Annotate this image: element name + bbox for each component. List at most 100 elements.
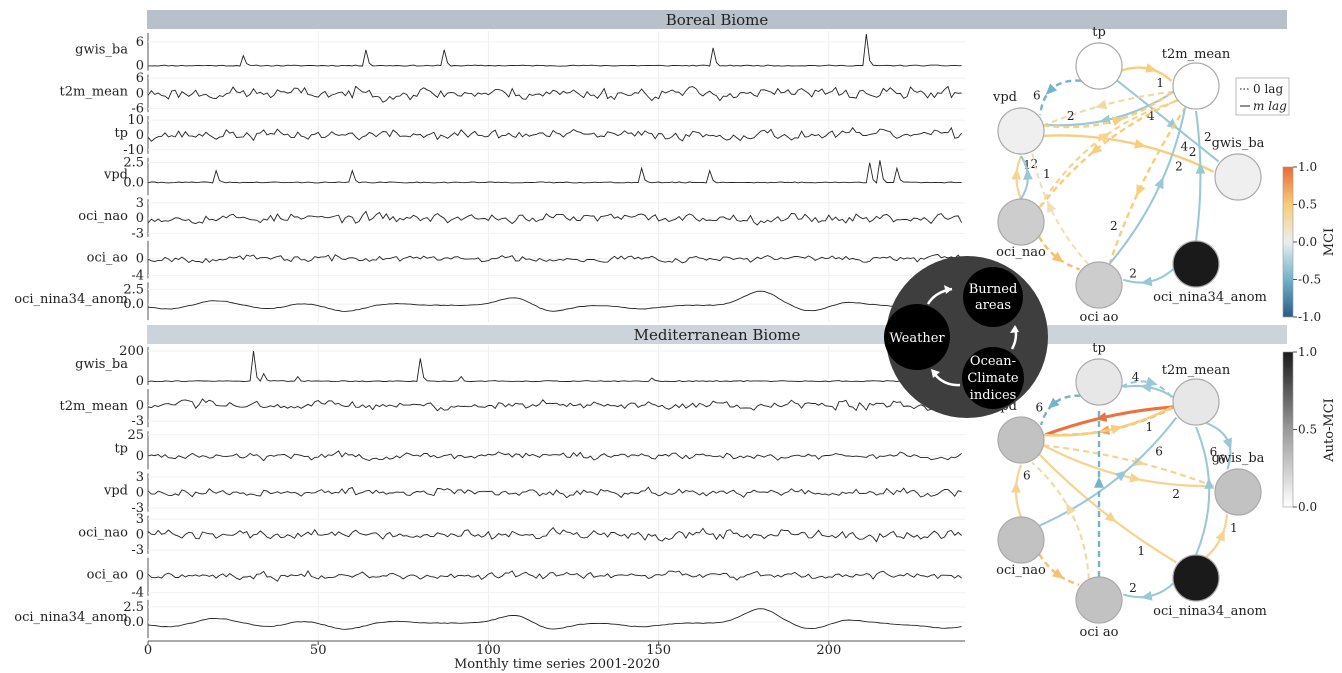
edge-tp-gwis_ba [1116,79,1220,163]
edge-lag-label: 2 [1175,159,1183,173]
node-label-gwis_ba: gwis_ba [1212,136,1265,151]
edge-arrowhead [1115,470,1127,482]
y-tick-label: -6 [131,102,144,117]
series-line-oci_nao [147,527,962,543]
x-tick-label: 0 [144,643,152,658]
ocean-climate-node [962,347,1024,409]
edge-arrowhead [1110,424,1123,435]
panel-label: oci_nao [78,526,128,541]
y-tick-label: 3 [136,512,144,527]
edge-oci_nina34_anom-t2m_mean [1194,110,1202,242]
colorbar-tick-label: 0.5 [1298,198,1317,212]
edge-arrowhead [1140,591,1153,601]
mediterranean-network: 64121666216tpt2m_meanvpdgwis_baoci_naooc… [992,341,1267,640]
y-tick-label: 25 [127,428,144,443]
panel-label: oci_nina34_anom [14,610,128,625]
node-gwis_ba [1214,468,1262,516]
edge-lag-label: 4 [1132,370,1140,384]
series-line-oci_nao [147,210,963,226]
edge-arrowhead [1111,116,1124,126]
edge-lag-label: 6 [1023,469,1031,483]
node-label-oci_nina34_anom: oci_nina34_anom [1153,290,1267,305]
y-tick-label: 0 [136,486,144,501]
edge-arrowhead [1133,456,1146,467]
node-oci_nina34_anom [1172,554,1220,602]
edge-lag-label: 6 [1035,400,1043,414]
series-line-gwis_ba [147,350,962,383]
edge-arrowhead [1047,397,1060,409]
edge-arrowhead [1140,276,1153,287]
ocean-label-line3: indices [970,388,1017,403]
edge-vpd-oci_nina34_anom [1038,453,1177,564]
edge-oci_ao-vpd [1031,153,1090,266]
edge-t2m_mean-vpd [1044,405,1174,437]
y-tick-label: 0 [136,86,144,101]
burned-areas-node [963,267,1023,327]
colorbar-tick-label: -0.5 [1298,273,1321,287]
y-tick-label: -3 [131,414,144,429]
panel-label: vpd [103,483,128,498]
edge-lag-label: 6 [1033,89,1041,103]
node-label-tp: tp [1092,341,1106,356]
y-tick-label: -3 [131,226,144,241]
lag-legend: 0 lag m lag [1235,77,1290,116]
y-tick-label: 3 [136,196,144,211]
series-line-t2m_mean [147,85,962,103]
edge-lag-label: 4 [1147,109,1155,123]
edge-lag-label: 6 [1210,445,1218,459]
x-tick-label: 200 [816,643,841,658]
edge-arrowhead [1090,143,1103,155]
colorbar-tick-label: 0.0 [1298,235,1317,249]
edge-arrowhead [1011,168,1022,180]
weather-node [884,304,950,370]
x-axis: 0 50 100 150 200 [144,640,965,658]
node-oci_ao [1075,261,1123,309]
mediterranean-title: Mediterranean Biome [634,326,801,344]
node-t2m_mean [1172,378,1220,426]
node-label-t2m_mean: t2m_mean [1162,47,1231,62]
edge-vpd-gwis_ba [1043,444,1215,488]
boreal-title: Boreal Biome [666,11,769,29]
node-label-oci_ao: oci ao [1080,310,1119,325]
y-tick-label: 10 [127,113,144,128]
y-tick-label: 0.0 [123,615,144,630]
edge-lag-label: 1 [1230,521,1238,535]
y-tick-label: 0 [136,569,144,584]
mediterranean-section: Mediterranean Biome 2000gwis_ba0-3t2m_me… [14,325,1287,640]
colorbar-tick-label: 1.0 [1298,345,1317,359]
y-tick-label: -10 [123,143,144,158]
panel-label: tp [114,441,128,456]
node-label-oci_nao: oci_nao [996,563,1046,578]
y-tick-label: 2.5 [123,156,144,171]
edge-arrowhead [1047,200,1057,214]
edge-vpd-gwis_ba [1042,444,1214,488]
edge-arrowhead [1052,568,1064,579]
series-line-vpd [147,160,962,184]
node-oci_nina34_anom [1172,240,1220,288]
node-label-tp: tp [1092,25,1106,40]
node-oci_ao [1075,576,1123,624]
series-line-t2m_mean [147,398,962,412]
y-tick-label: 0 [136,399,144,414]
colorbar-tick-label: 0.5 [1298,423,1317,437]
edge-arrowhead [1104,511,1117,523]
boreal-section: Boreal Biome 60gwis_ba60-6t2m_mean100-10… [14,10,1287,325]
legend-contemp-label: 0 lag [1253,82,1283,96]
edge-vpd-t2m_mean [1043,406,1173,437]
edge-lag-label: 1 [1137,544,1145,558]
series-line-oci_ao [147,253,962,264]
y-tick-label: 0 [136,211,144,226]
y-tick-label: 0.0 [123,297,144,312]
series-line-tp [147,450,962,462]
mci-colorbar-label: MCI [1322,228,1337,256]
edge-oci_nao-t2m_mean [1038,100,1177,209]
y-tick-label: -3 [131,543,144,558]
